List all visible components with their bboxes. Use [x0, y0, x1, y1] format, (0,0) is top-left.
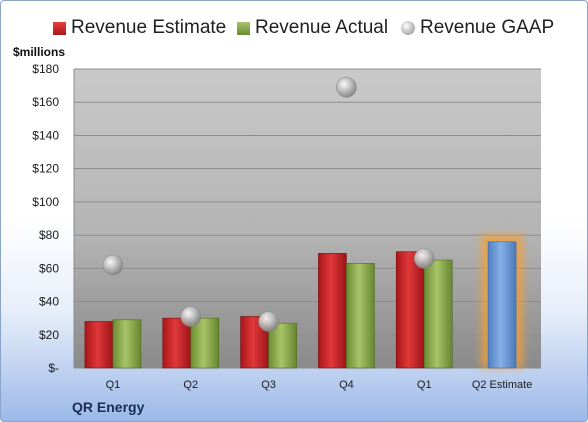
- marker-revenue-gaap: [413, 248, 435, 269]
- legend-label-estimate: Revenue Estimate: [71, 17, 227, 38]
- bar-revenue-estimate: [84, 321, 114, 369]
- legend-label-actual: Revenue Actual: [255, 17, 389, 38]
- company-name: QR Energy: [72, 399, 145, 415]
- x-tick-label: Q4: [339, 379, 354, 391]
- bar-revenue-estimate: [162, 317, 192, 369]
- y-tick-label: $120: [32, 162, 59, 176]
- bar-revenue-actual: [112, 319, 142, 369]
- chart-legend: Revenue Estimate Revenue Actual Revenue …: [1, 17, 587, 43]
- marker-revenue-gaap: [102, 254, 124, 276]
- legend-item-revenue-gaap: Revenue GAAP: [401, 17, 554, 39]
- x-tick-label: Q1: [417, 379, 432, 391]
- legend-item-revenue-actual: Revenue Actual: [237, 17, 388, 39]
- legend-label-gaap: Revenue GAAP: [420, 17, 555, 38]
- legend-swatch-estimate: [53, 21, 66, 35]
- marker-revenue-gaap: [180, 306, 202, 327]
- bar-revenue-estimate: [318, 253, 347, 369]
- bar-revenue-actual: [346, 263, 375, 369]
- y-tick-label: $40: [39, 295, 59, 309]
- plot-area: [74, 69, 541, 368]
- x-tick-label: Q3: [261, 379, 276, 391]
- bar-revenue-actual: [268, 322, 297, 369]
- bar-revenue-estimate: [487, 241, 517, 369]
- legend-swatch-actual: [237, 21, 250, 35]
- bar-revenue-actual: [190, 317, 220, 369]
- legend-swatch-gaap: [401, 21, 415, 35]
- x-tick-label: Q2 Estimate: [472, 379, 533, 391]
- y-axis-unit-label: $millions: [13, 45, 66, 59]
- x-tick-label: Q1: [106, 379, 121, 391]
- y-tick-label: $60: [39, 261, 59, 275]
- marker-revenue-gaap: [336, 76, 357, 98]
- bar-revenue-actual: [423, 259, 453, 369]
- y-tick-label: $100: [32, 195, 59, 209]
- x-tick-label: Q2: [183, 379, 198, 391]
- y-tick-label: $-: [48, 361, 59, 375]
- y-tick-label: $180: [32, 62, 59, 76]
- bar-revenue-estimate: [395, 251, 425, 369]
- y-tick-label: $160: [32, 95, 59, 109]
- y-tick-label: $20: [39, 328, 59, 342]
- y-tick-label: $80: [39, 228, 59, 242]
- legend-item-revenue-estimate: Revenue Estimate: [53, 17, 226, 39]
- marker-revenue-gaap: [258, 311, 279, 332]
- y-tick-label: $140: [32, 128, 59, 142]
